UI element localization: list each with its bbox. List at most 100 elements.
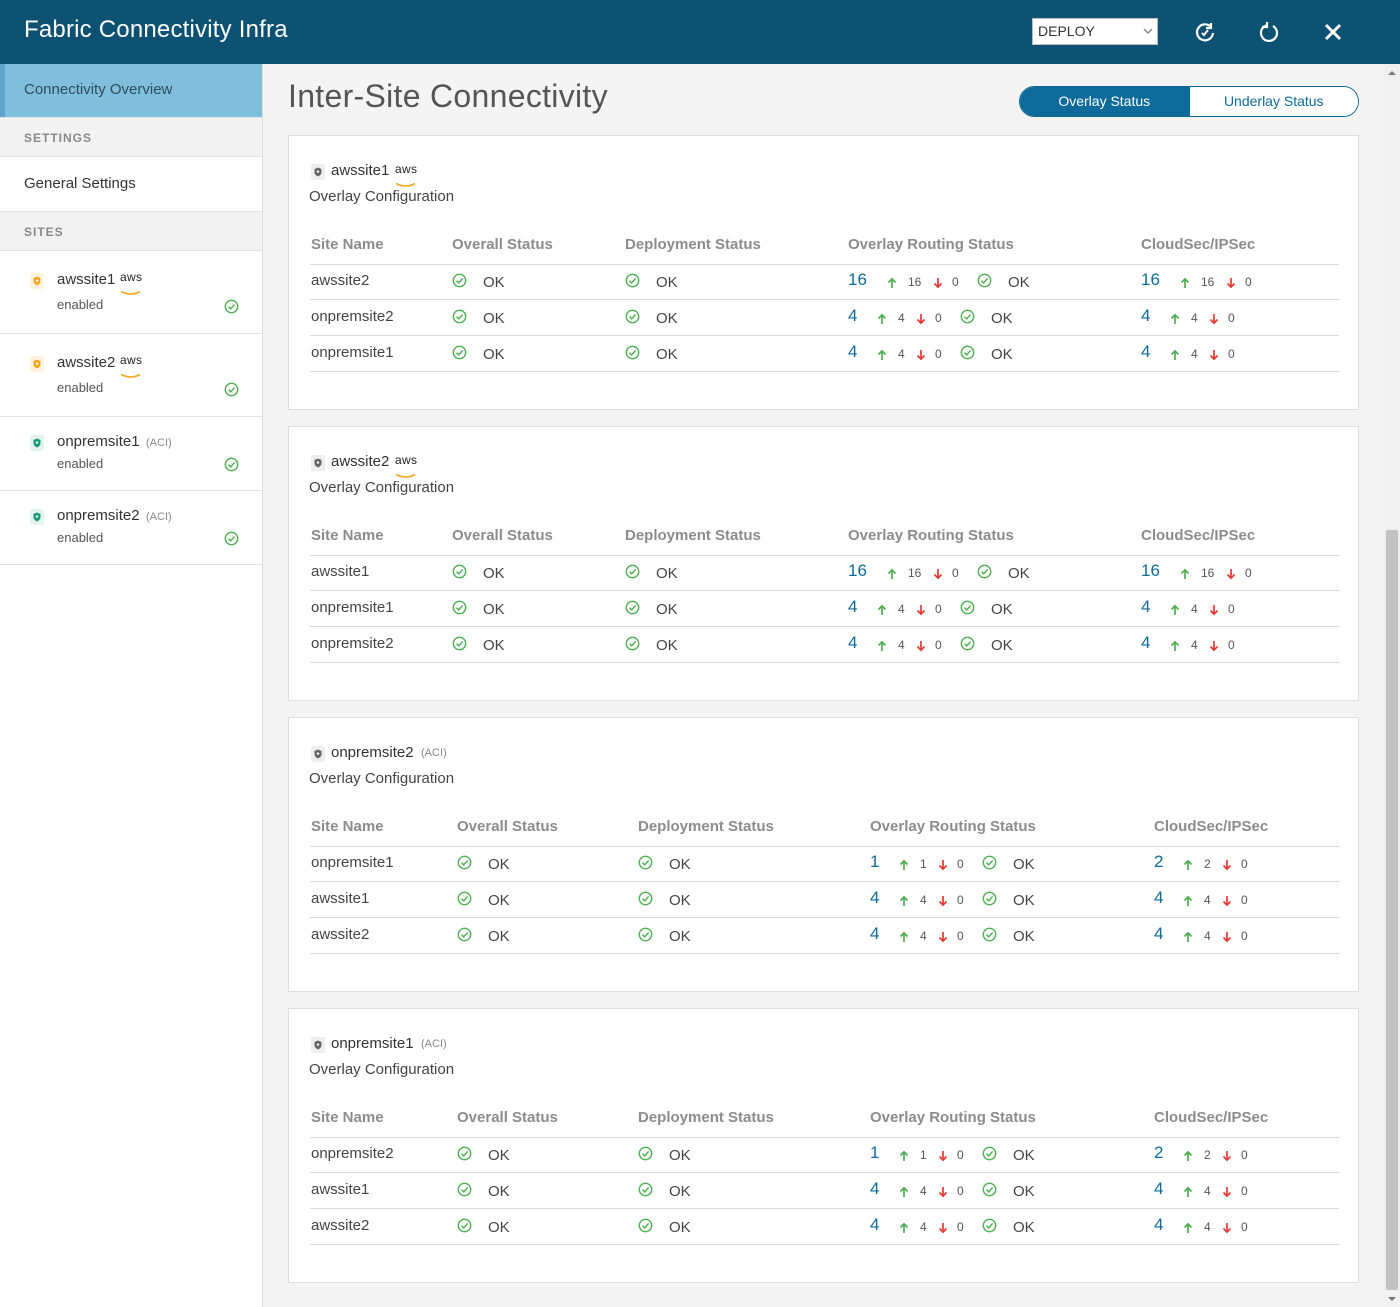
- aws-logo: aws: [120, 354, 142, 378]
- routing-status-text: OK: [991, 601, 1013, 618]
- overall-status: OK: [452, 636, 505, 655]
- arrow-down-icon: [1209, 348, 1219, 366]
- arrow-down-icon: [916, 603, 926, 621]
- routing-total-count[interactable]: 4: [870, 1179, 880, 1198]
- cloudsec-total-count[interactable]: 4: [1154, 1179, 1164, 1198]
- cloudsec-total-count[interactable]: 4: [1141, 633, 1151, 652]
- arrow-up-icon: [1170, 313, 1180, 324]
- card-site-name: onpremsite2: [331, 744, 414, 761]
- tab-underlay-status[interactable]: Underlay Status: [1188, 87, 1358, 116]
- check-circle-icon: [638, 855, 661, 874]
- check-circle-icon: [224, 457, 239, 477]
- row-site-name: awssite1: [311, 563, 370, 580]
- site-shield-icon: [311, 164, 325, 185]
- sidebar-item-connectivity-overview[interactable]: Connectivity Overview: [0, 64, 262, 117]
- overall-status: OK: [452, 309, 505, 328]
- aws-logo-text: aws: [395, 453, 418, 467]
- routing-total-count[interactable]: 4: [870, 888, 880, 907]
- arrow-up-icon: [1180, 276, 1190, 294]
- routing-status: OK: [982, 1182, 1035, 1201]
- reload-button[interactable]: [1255, 18, 1283, 46]
- deployment-status-text: OK: [669, 928, 691, 945]
- deployment-status: OK: [625, 273, 678, 292]
- deployment-status: OK: [638, 1218, 691, 1237]
- sidebar-site-onpremsite2[interactable]: onpremsite2 (ACI) enabled: [0, 491, 262, 565]
- deploy-select-value: DEPLOY: [1038, 23, 1095, 39]
- arrow-up-icon: [1170, 348, 1180, 366]
- reload-icon: [1259, 22, 1279, 42]
- col-header-site-name: Site Name: [311, 236, 384, 253]
- row-site-name: onpremsite1: [311, 599, 394, 616]
- row-divider: [310, 917, 1339, 918]
- arrow-up-icon: [1170, 312, 1180, 330]
- routing-total-count[interactable]: 4: [870, 924, 880, 943]
- sidebar-site-awssite1[interactable]: awssite1 aws enabled: [0, 251, 262, 334]
- deployment-status-text: OK: [656, 637, 678, 654]
- close-button[interactable]: [1319, 18, 1347, 46]
- sidebar-site-awssite2[interactable]: awssite2 aws enabled: [0, 334, 262, 417]
- site-shield-icon: [311, 746, 325, 762]
- arrow-down-icon: [938, 896, 948, 907]
- site-name: onpremsite2: [57, 507, 140, 524]
- row-divider: [310, 662, 1339, 663]
- cloudsec-total-count[interactable]: 4: [1154, 888, 1164, 907]
- check-circle-icon: [452, 636, 467, 651]
- deployment-status-text: OK: [656, 346, 678, 363]
- arrow-down-icon: [1226, 276, 1236, 294]
- arrow-down-icon: [916, 314, 926, 325]
- routing-total-count[interactable]: 1: [870, 1143, 880, 1162]
- aws-logo-text: aws: [120, 270, 143, 284]
- routing-total-count[interactable]: 4: [848, 633, 858, 652]
- row-site-name: awssite2: [311, 926, 370, 943]
- deploy-select[interactable]: DEPLOY: [1032, 18, 1158, 45]
- card-site-type-tag: (ACI): [421, 747, 447, 759]
- cloudsec-total-count[interactable]: 16: [1141, 561, 1160, 580]
- deployment-status: OK: [638, 927, 691, 946]
- check-circle-icon: [452, 564, 475, 583]
- card-subtitle: Overlay Configuration: [309, 1061, 455, 1078]
- routing-total-count[interactable]: 4: [848, 342, 858, 361]
- arrow-down-icon: [933, 276, 943, 294]
- cloudsec-total-count[interactable]: 2: [1154, 852, 1164, 871]
- scroll-up-arrow-icon[interactable]: [1386, 68, 1398, 78]
- col-header-cloudsec-ipsec: CloudSec/IPSec: [1141, 236, 1256, 253]
- arrow-down-icon: [1209, 639, 1219, 657]
- cloudsec-total-count[interactable]: 16: [1141, 270, 1160, 289]
- overall-status-text: OK: [488, 1183, 510, 1200]
- cloudsec-total-count[interactable]: 4: [1154, 1215, 1164, 1234]
- arrow-up-icon: [877, 348, 887, 366]
- arrow-up-icon: [877, 312, 887, 330]
- cloudsec-total-count[interactable]: 2: [1154, 1143, 1164, 1162]
- overall-status: OK: [452, 564, 505, 583]
- arrow-up-icon: [877, 603, 887, 621]
- arrow-down-icon: [1222, 1187, 1232, 1198]
- site-shield-icon: [311, 1037, 325, 1058]
- routing-total-count[interactable]: 16: [848, 561, 867, 580]
- cloudsec-total-count[interactable]: 4: [1141, 342, 1151, 361]
- sidebar-site-onpremsite1[interactable]: onpremsite1 (ACI) enabled: [0, 417, 262, 491]
- sidebar-item-general-settings[interactable]: General Settings: [24, 175, 136, 192]
- arrow-up-icon: [899, 1186, 909, 1197]
- check-circle-icon: [638, 855, 653, 870]
- tab-overlay-status[interactable]: Overlay Status: [1020, 87, 1189, 116]
- routing-total-count[interactable]: 4: [870, 1215, 880, 1234]
- check-circle-icon: [638, 1218, 661, 1237]
- routing-status-text: OK: [1013, 892, 1035, 909]
- routing-status-text: OK: [991, 310, 1013, 327]
- cloudsec-total-count[interactable]: 4: [1154, 924, 1164, 943]
- check-circle-icon: [982, 1146, 1005, 1165]
- routing-total-count[interactable]: 16: [848, 270, 867, 289]
- routing-total-count[interactable]: 4: [848, 306, 858, 325]
- scroll-down-arrow-icon[interactable]: [1386, 1294, 1398, 1304]
- card-subtitle: Overlay Configuration: [309, 479, 455, 496]
- card-subtitle: Overlay Configuration: [309, 188, 455, 205]
- arrow-up-icon: [1183, 930, 1193, 948]
- routing-total-count[interactable]: 4: [848, 597, 858, 616]
- arrow-up-icon: [877, 349, 887, 360]
- refresh-button[interactable]: [1191, 18, 1219, 46]
- cloudsec-total-count[interactable]: 4: [1141, 597, 1151, 616]
- col-header-overlay-routing-status: Overlay Routing Status: [870, 818, 1036, 835]
- cloudsec-total-count[interactable]: 4: [1141, 306, 1151, 325]
- scrollbar-thumb[interactable]: [1386, 530, 1398, 1290]
- routing-total-count[interactable]: 1: [870, 852, 880, 871]
